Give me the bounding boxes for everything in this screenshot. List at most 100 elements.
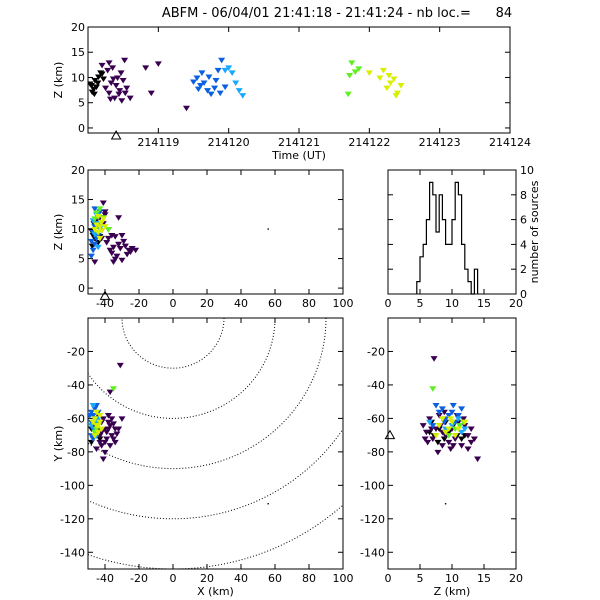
source-point xyxy=(123,85,131,92)
x-axis-label: Z (km) xyxy=(434,585,471,598)
y-tick-label: 10 xyxy=(71,223,85,236)
source-point xyxy=(99,76,107,83)
histogram-bin xyxy=(426,220,429,294)
source-point xyxy=(228,70,236,76)
source-point xyxy=(442,429,450,436)
source-point xyxy=(88,238,95,245)
source-point xyxy=(121,57,129,64)
y-axis-label: number of sources xyxy=(528,180,541,283)
source-point xyxy=(105,90,113,97)
source-point xyxy=(88,413,94,419)
source-point xyxy=(221,67,229,74)
source-point xyxy=(118,98,126,104)
x-tick-label: 15 xyxy=(477,572,491,585)
histogram-bin xyxy=(474,269,477,294)
x-tick-label: 20 xyxy=(200,297,214,310)
source-point xyxy=(120,238,128,245)
source-point xyxy=(429,386,437,392)
panel-x-altitude: -40 -20 0 20 40 60 80 100 0 5 10 15 20 Z (km) xyxy=(52,164,354,310)
source-point xyxy=(235,88,243,94)
data-points xyxy=(88,57,405,112)
histogram-outline xyxy=(416,181,479,295)
source-point xyxy=(89,419,97,426)
source-point xyxy=(355,66,363,72)
source-point xyxy=(113,431,121,437)
x-tick-label: 10 xyxy=(445,572,459,585)
source-point xyxy=(115,426,123,432)
y-tick-label: 4 xyxy=(520,238,527,251)
y-tick-label: 2 xyxy=(520,263,527,276)
plot-frame xyxy=(87,26,511,134)
panel-plan-view: -40 -20 0 20 40 60 80 100 -20 -40 -60 -80 -100 -120 -1… xyxy=(52,317,354,598)
x-tick-label: 20 xyxy=(509,297,523,310)
source-point xyxy=(458,406,466,412)
source-point xyxy=(421,436,429,443)
source-point xyxy=(101,209,109,215)
source-point xyxy=(419,423,427,429)
source-point xyxy=(221,84,229,91)
source-point xyxy=(116,245,124,252)
source-point xyxy=(109,386,118,392)
stray-point xyxy=(267,228,269,230)
y-tick-label: 5 xyxy=(78,97,85,110)
source-point xyxy=(189,79,198,86)
y-tick-label: 0 xyxy=(78,122,85,135)
source-point xyxy=(205,74,213,81)
y-tick-label: -140 xyxy=(360,546,385,559)
source-point xyxy=(98,62,106,69)
source-point xyxy=(194,86,202,93)
source-point xyxy=(88,253,95,260)
histogram-bin xyxy=(433,195,436,294)
y-axis-label: Y (km) xyxy=(52,426,65,463)
source-point xyxy=(118,232,126,239)
y-axis-label: Z (km) xyxy=(52,214,65,251)
source-point xyxy=(108,416,116,422)
source-point xyxy=(379,67,387,74)
x-tick-label: 0 xyxy=(385,297,392,310)
y-tick-label: 5 xyxy=(78,253,85,266)
x-tick-label: 20 xyxy=(200,572,214,585)
x-tick-label: 0 xyxy=(170,297,177,310)
source-point xyxy=(214,67,222,74)
x-tick-label: 5 xyxy=(417,572,424,585)
source-point xyxy=(351,69,359,75)
plot-frame xyxy=(87,317,344,570)
source-point xyxy=(461,426,469,432)
x-tick-label: 20 xyxy=(509,572,523,585)
histogram-bin xyxy=(439,195,442,294)
y-tick-label: -40 xyxy=(367,379,385,392)
source-point xyxy=(385,72,393,79)
source-point xyxy=(454,426,462,432)
source-point xyxy=(182,105,190,112)
x-tick-label: 214122 xyxy=(348,136,390,149)
source-point xyxy=(111,439,119,446)
source-point xyxy=(96,413,104,419)
y-tick-label: -60 xyxy=(67,412,85,425)
source-point xyxy=(116,362,124,369)
y-tick-label: -40 xyxy=(67,379,85,392)
y-tick-label: -80 xyxy=(367,446,385,459)
source-point xyxy=(348,60,356,66)
y-tick-label: -100 xyxy=(360,479,385,492)
source-point xyxy=(126,95,134,102)
source-point xyxy=(109,65,117,71)
source-point xyxy=(92,210,101,217)
x-tick-label: 80 xyxy=(302,297,316,310)
source-point xyxy=(448,409,456,416)
x-tick-label: 214123 xyxy=(419,136,461,149)
source-point xyxy=(119,78,127,84)
source-point xyxy=(94,429,102,436)
histogram-bin xyxy=(430,182,433,294)
source-point xyxy=(438,443,446,449)
y-tick-label: -20 xyxy=(67,345,85,358)
source-point xyxy=(204,88,212,94)
histogram-bin xyxy=(446,244,449,294)
source-point xyxy=(458,429,466,436)
histogram-bin xyxy=(449,244,452,294)
source-point xyxy=(430,356,438,362)
y-tick-label: 15 xyxy=(71,46,85,59)
y-tick-label: 15 xyxy=(71,194,85,207)
source-point xyxy=(346,72,354,79)
source-point xyxy=(103,240,111,246)
